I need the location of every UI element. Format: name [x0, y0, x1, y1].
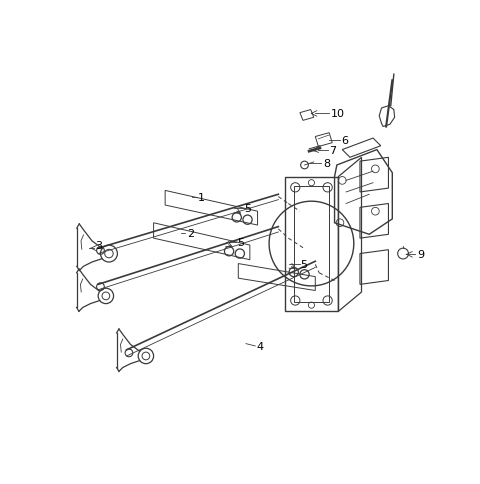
Text: 5: 5	[300, 259, 308, 269]
Text: 9: 9	[417, 250, 424, 260]
Text: 6: 6	[341, 136, 348, 145]
Text: 7: 7	[329, 145, 336, 155]
Text: 10: 10	[331, 109, 345, 119]
Text: 3: 3	[95, 241, 102, 251]
Text: 4: 4	[257, 341, 264, 351]
Text: 5: 5	[244, 204, 252, 213]
Text: 1: 1	[198, 193, 205, 203]
Text: 8: 8	[323, 159, 330, 169]
Text: 5: 5	[237, 238, 244, 247]
Text: 2: 2	[187, 228, 194, 238]
